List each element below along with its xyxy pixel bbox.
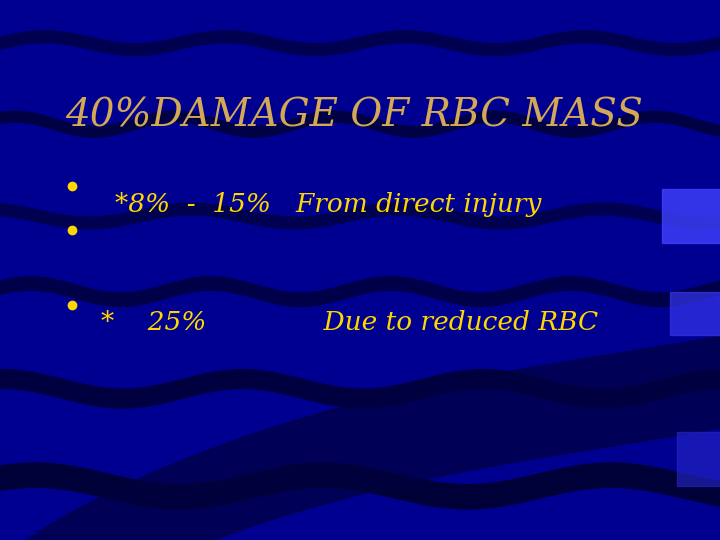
Text: *8%  -  15%   From direct injury: *8% - 15% From direct injury [115, 192, 541, 217]
Text: *    25%              Due to reduced RBC: * 25% Due to reduced RBC [101, 310, 598, 335]
Text: 40%DAMAGE OF RBC MASS: 40%DAMAGE OF RBC MASS [65, 97, 643, 134]
